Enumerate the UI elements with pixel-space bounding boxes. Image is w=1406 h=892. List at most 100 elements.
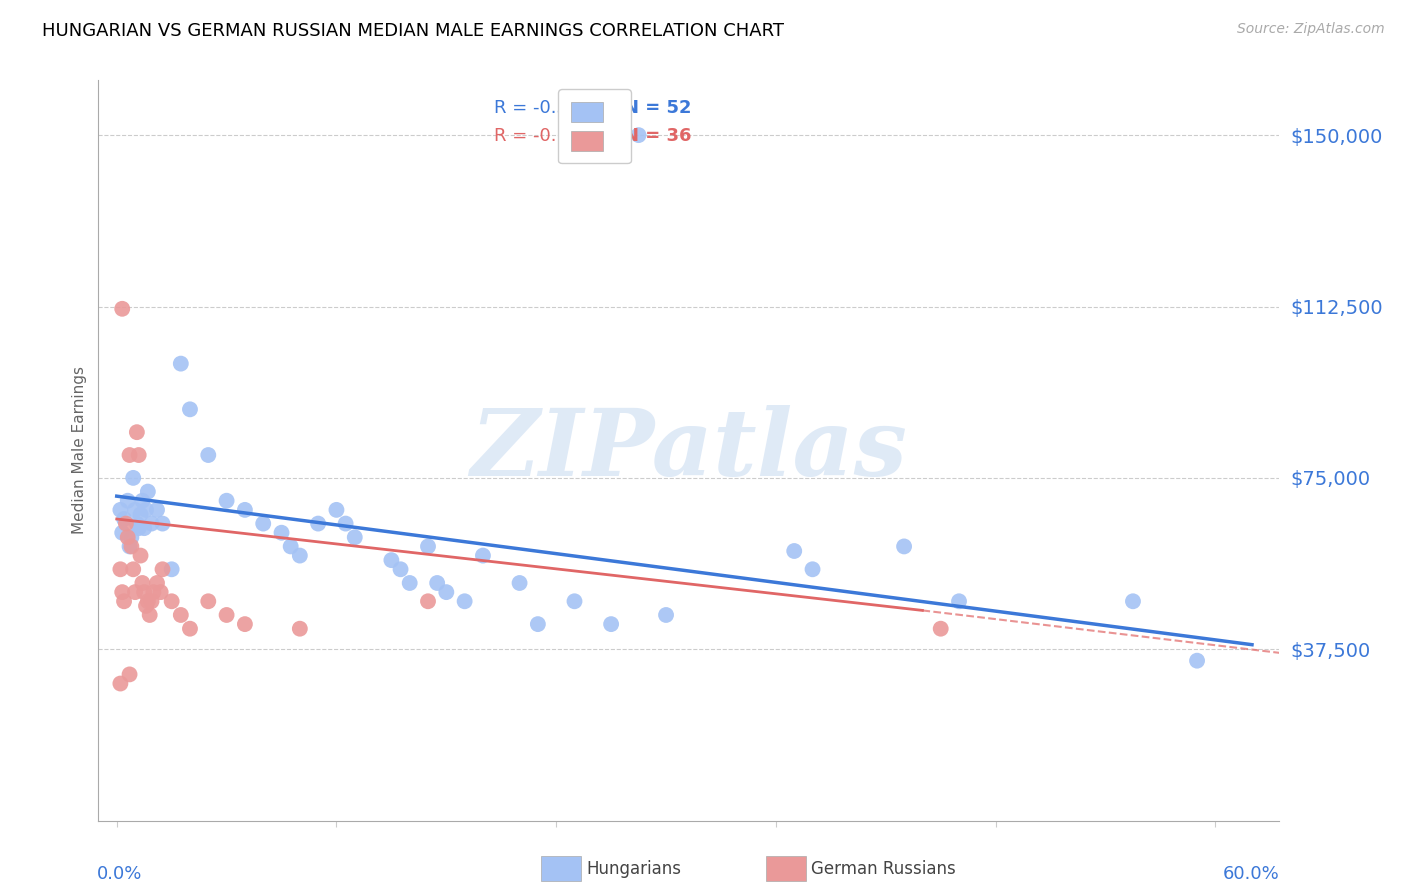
Point <box>111 525 134 540</box>
Point <box>117 530 139 544</box>
Point <box>509 576 531 591</box>
Point <box>141 594 163 608</box>
Point <box>112 512 135 526</box>
Point <box>111 301 134 316</box>
Point <box>398 576 420 591</box>
Point <box>152 516 174 531</box>
Point <box>416 594 439 608</box>
Point <box>118 540 141 554</box>
Point <box>929 622 952 636</box>
Point <box>325 503 347 517</box>
Point <box>215 607 238 622</box>
Point <box>152 562 174 576</box>
Point <box>627 128 650 142</box>
Point <box>160 594 183 608</box>
Point <box>453 594 475 608</box>
Point <box>1185 654 1208 668</box>
Point <box>115 516 138 531</box>
Point <box>270 525 292 540</box>
Text: Hungarians: Hungarians <box>586 860 682 878</box>
Point <box>110 562 132 576</box>
Point <box>124 585 146 599</box>
Point <box>527 617 550 632</box>
Legend: , : , <box>558 89 630 163</box>
Point <box>129 508 152 522</box>
Point <box>426 576 449 591</box>
Point <box>141 516 163 531</box>
Point <box>1122 594 1144 608</box>
Point <box>655 607 678 622</box>
Point <box>112 594 135 608</box>
Point <box>124 503 146 517</box>
Point <box>146 576 169 591</box>
Text: N = 36: N = 36 <box>624 127 692 145</box>
Point <box>149 585 172 599</box>
Point <box>179 622 201 636</box>
Point <box>288 549 311 563</box>
Point <box>134 585 156 599</box>
Text: N = 52: N = 52 <box>624 99 692 118</box>
Point <box>170 357 193 371</box>
Point <box>117 493 139 508</box>
Point <box>564 594 586 608</box>
Point <box>131 493 153 508</box>
Point <box>380 553 402 567</box>
Point <box>125 425 148 440</box>
Text: R = -0.314: R = -0.314 <box>494 99 591 118</box>
Text: ZIPatlas: ZIPatlas <box>471 406 907 495</box>
Point <box>120 530 142 544</box>
Point <box>131 576 153 591</box>
Point <box>134 521 156 535</box>
Point <box>335 516 357 531</box>
Point <box>288 622 311 636</box>
Point <box>1296 686 1319 700</box>
Point <box>893 540 915 554</box>
Point <box>142 585 165 599</box>
Point <box>125 516 148 531</box>
Point <box>783 544 806 558</box>
Point <box>136 594 159 608</box>
Point <box>110 676 132 690</box>
Point <box>252 516 274 531</box>
Point <box>170 607 193 622</box>
Point <box>389 562 412 576</box>
Point <box>118 667 141 681</box>
Point <box>307 516 329 531</box>
Point <box>179 402 201 417</box>
Point <box>233 617 256 632</box>
Point <box>197 594 219 608</box>
Point <box>215 493 238 508</box>
Text: R = -0.185: R = -0.185 <box>494 127 591 145</box>
Point <box>136 484 159 499</box>
Point <box>128 448 150 462</box>
Point <box>122 471 145 485</box>
Point <box>343 530 366 544</box>
Point <box>128 521 150 535</box>
Point <box>120 540 142 554</box>
Text: HUNGARIAN VS GERMAN RUSSIAN MEDIAN MALE EARNINGS CORRELATION CHART: HUNGARIAN VS GERMAN RUSSIAN MEDIAN MALE … <box>42 22 785 40</box>
Point <box>948 594 970 608</box>
Text: German Russians: German Russians <box>811 860 956 878</box>
Point <box>600 617 623 632</box>
Point <box>135 599 157 613</box>
Point <box>110 503 132 517</box>
Point <box>280 540 302 554</box>
Text: 0.0%: 0.0% <box>97 865 142 883</box>
Point <box>471 549 494 563</box>
Point <box>122 562 145 576</box>
Point <box>233 503 256 517</box>
Text: Source: ZipAtlas.com: Source: ZipAtlas.com <box>1237 22 1385 37</box>
Point <box>146 503 169 517</box>
Text: 60.0%: 60.0% <box>1223 865 1279 883</box>
Point <box>801 562 824 576</box>
Point <box>138 607 160 622</box>
Point <box>197 448 219 462</box>
Point <box>434 585 457 599</box>
Point <box>416 540 439 554</box>
Point <box>111 585 134 599</box>
Point <box>160 562 183 576</box>
Point <box>129 549 152 563</box>
Point <box>118 448 141 462</box>
Y-axis label: Median Male Earnings: Median Male Earnings <box>72 367 87 534</box>
Point <box>135 503 157 517</box>
